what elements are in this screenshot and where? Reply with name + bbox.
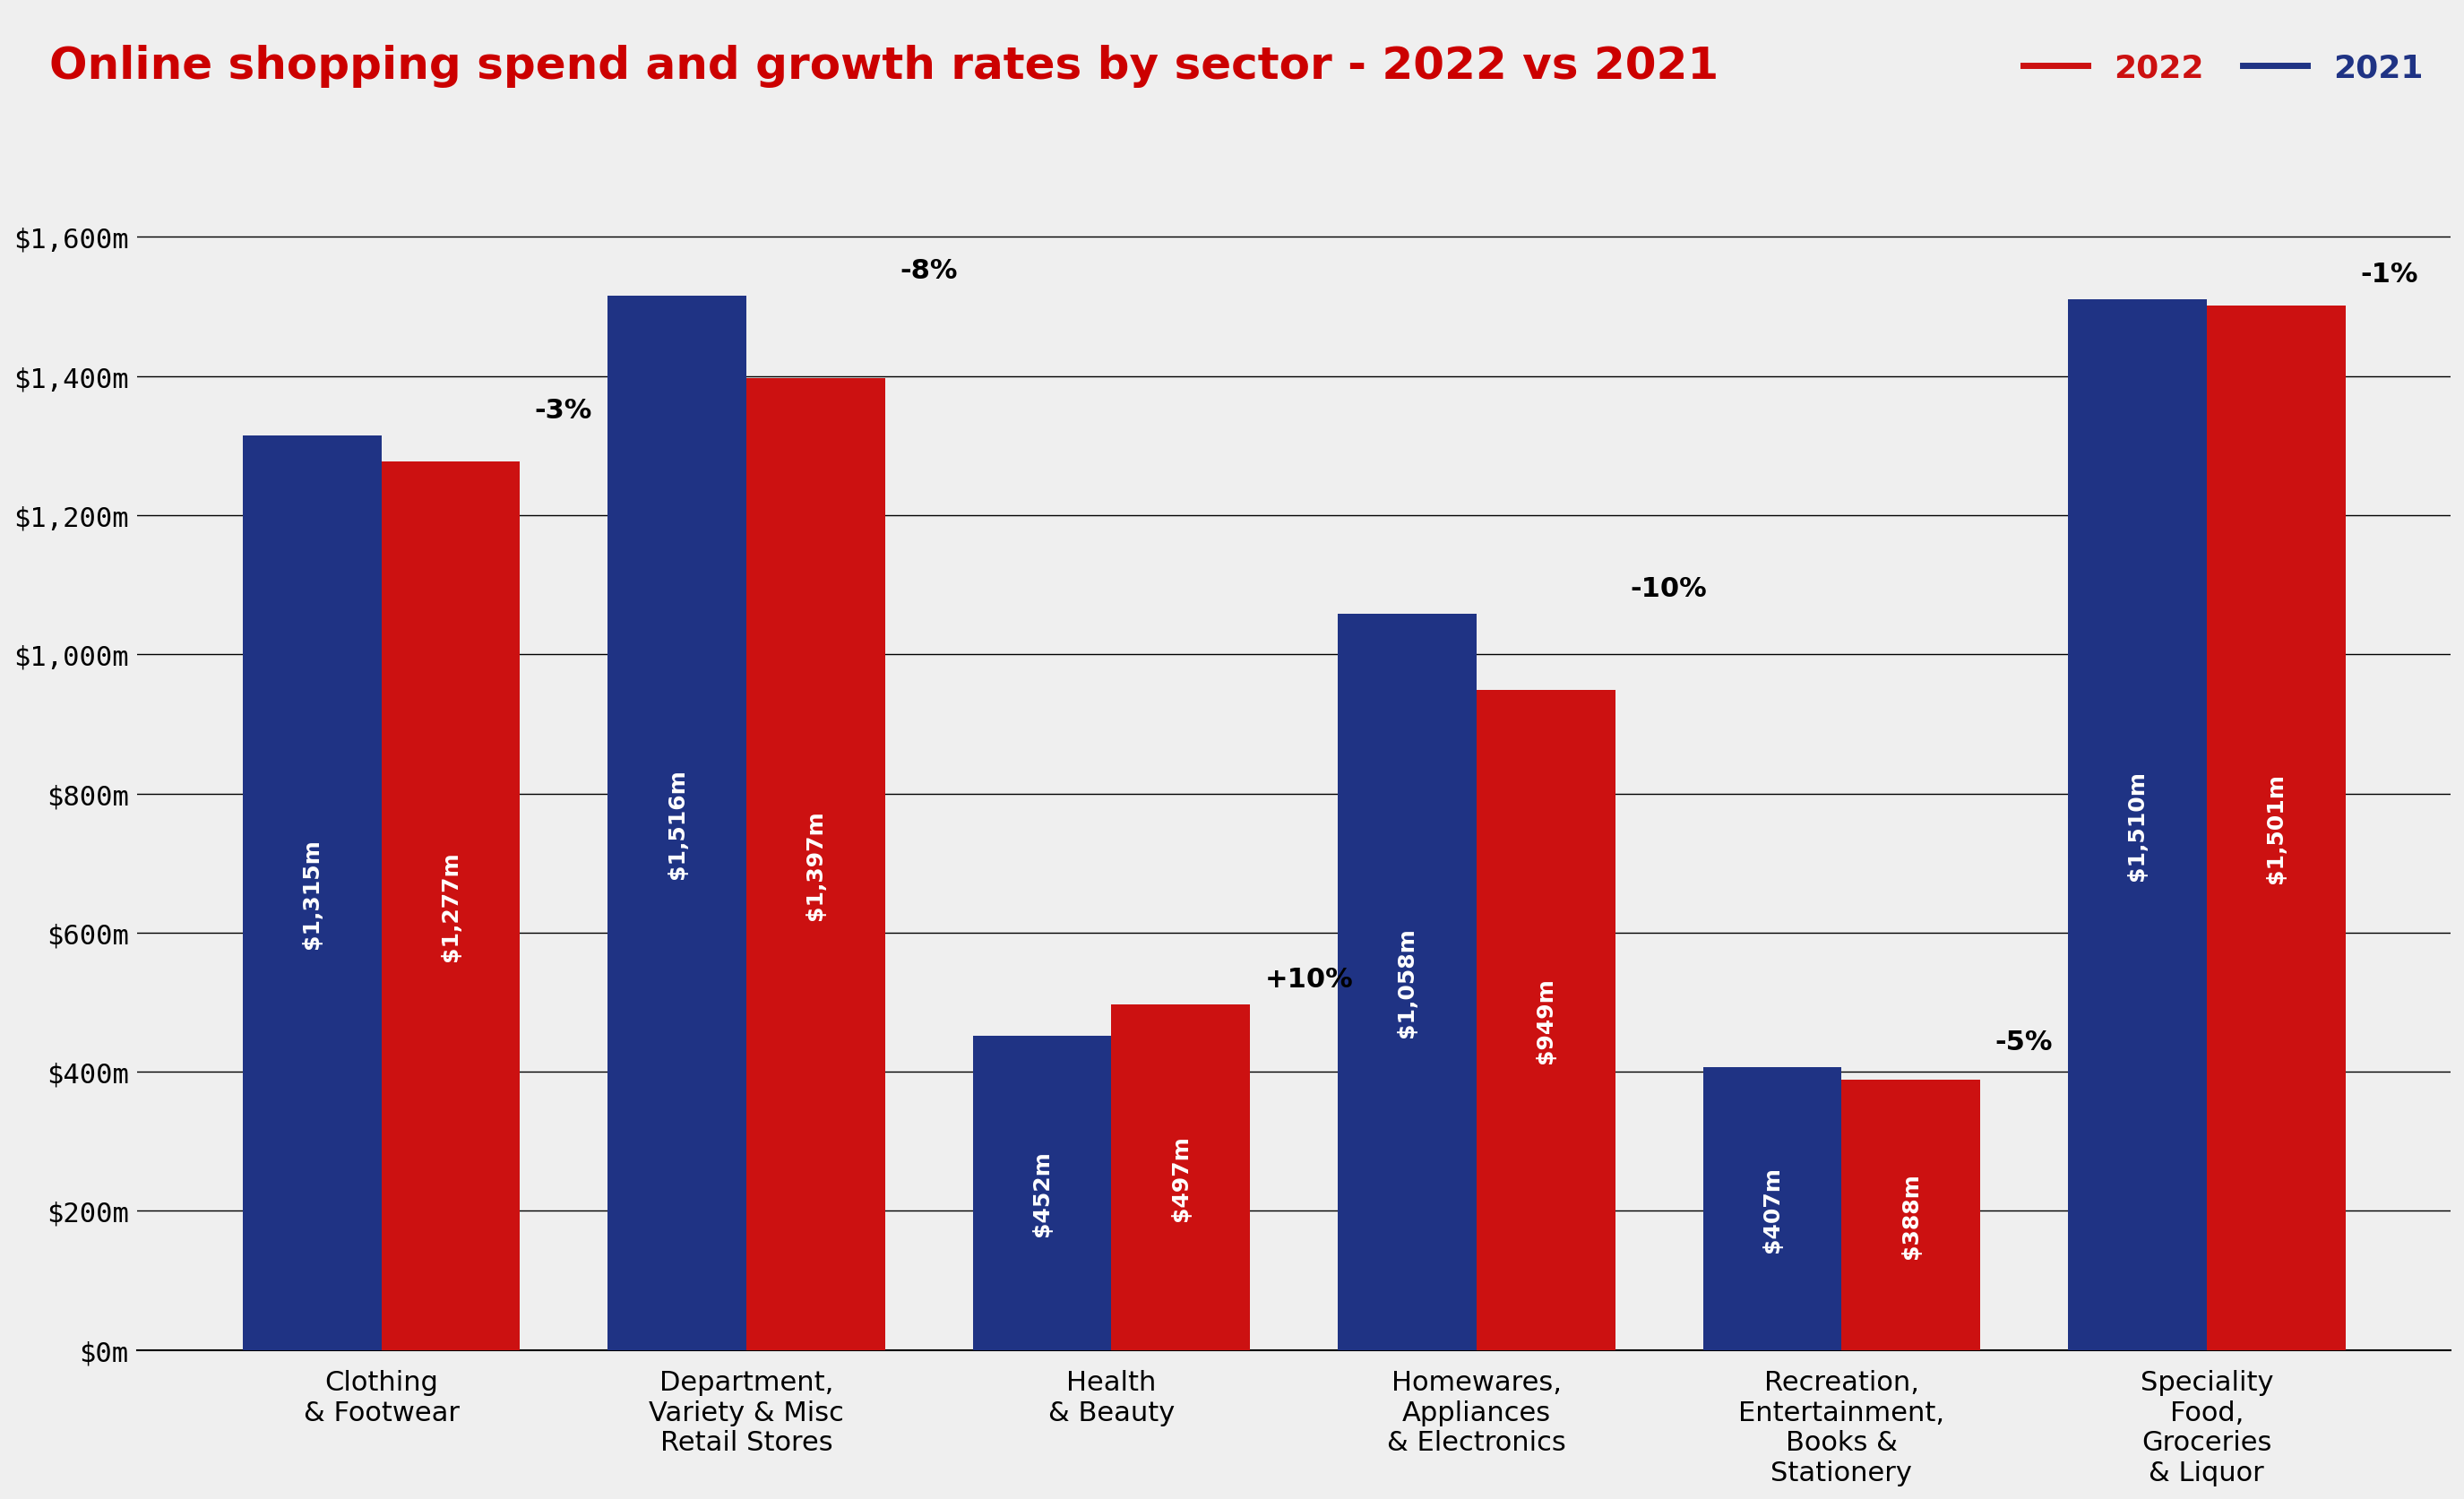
Text: $1,397m: $1,397m [806, 809, 825, 919]
Text: $949m: $949m [1535, 977, 1557, 1063]
Bar [241, 436, 382, 1351]
Text: $1,277m: $1,277m [441, 851, 461, 961]
Text: Online shopping spend and growth rates by sector - 2022 vs 2021: Online shopping spend and growth rates b… [49, 45, 1720, 88]
Bar [382, 462, 520, 1351]
Bar [747, 379, 885, 1351]
Text: $1,058m: $1,058m [1397, 928, 1417, 1037]
Bar [973, 1036, 1111, 1351]
Bar [1111, 1004, 1249, 1351]
Text: $1,510m: $1,510m [2126, 770, 2149, 880]
Bar [1476, 690, 1616, 1351]
Text: -1%: -1% [2361, 262, 2417, 288]
Text: -8%: -8% [899, 258, 958, 283]
Legend: 2022, 2021: 2022, 2021 [2023, 54, 2422, 84]
Text: -3%: -3% [535, 397, 591, 423]
Text: +10%: +10% [1264, 965, 1353, 992]
Text: $1,501m: $1,501m [2264, 773, 2287, 883]
Text: $1,516m: $1,516m [665, 767, 687, 878]
Text: -5%: -5% [1996, 1028, 2053, 1055]
Text: $388m: $388m [1900, 1172, 1922, 1258]
Bar [1338, 615, 1476, 1351]
Bar [2067, 300, 2208, 1351]
Bar [2208, 306, 2346, 1351]
Text: -10%: -10% [1629, 576, 1708, 603]
Text: $1,315m: $1,315m [301, 838, 323, 947]
Text: $497m: $497m [1170, 1135, 1193, 1220]
Bar [1703, 1067, 1841, 1351]
Bar [1841, 1081, 1981, 1351]
Text: $452m: $452m [1032, 1150, 1052, 1235]
Text: $407m: $407m [1762, 1166, 1784, 1252]
Bar [609, 295, 747, 1351]
